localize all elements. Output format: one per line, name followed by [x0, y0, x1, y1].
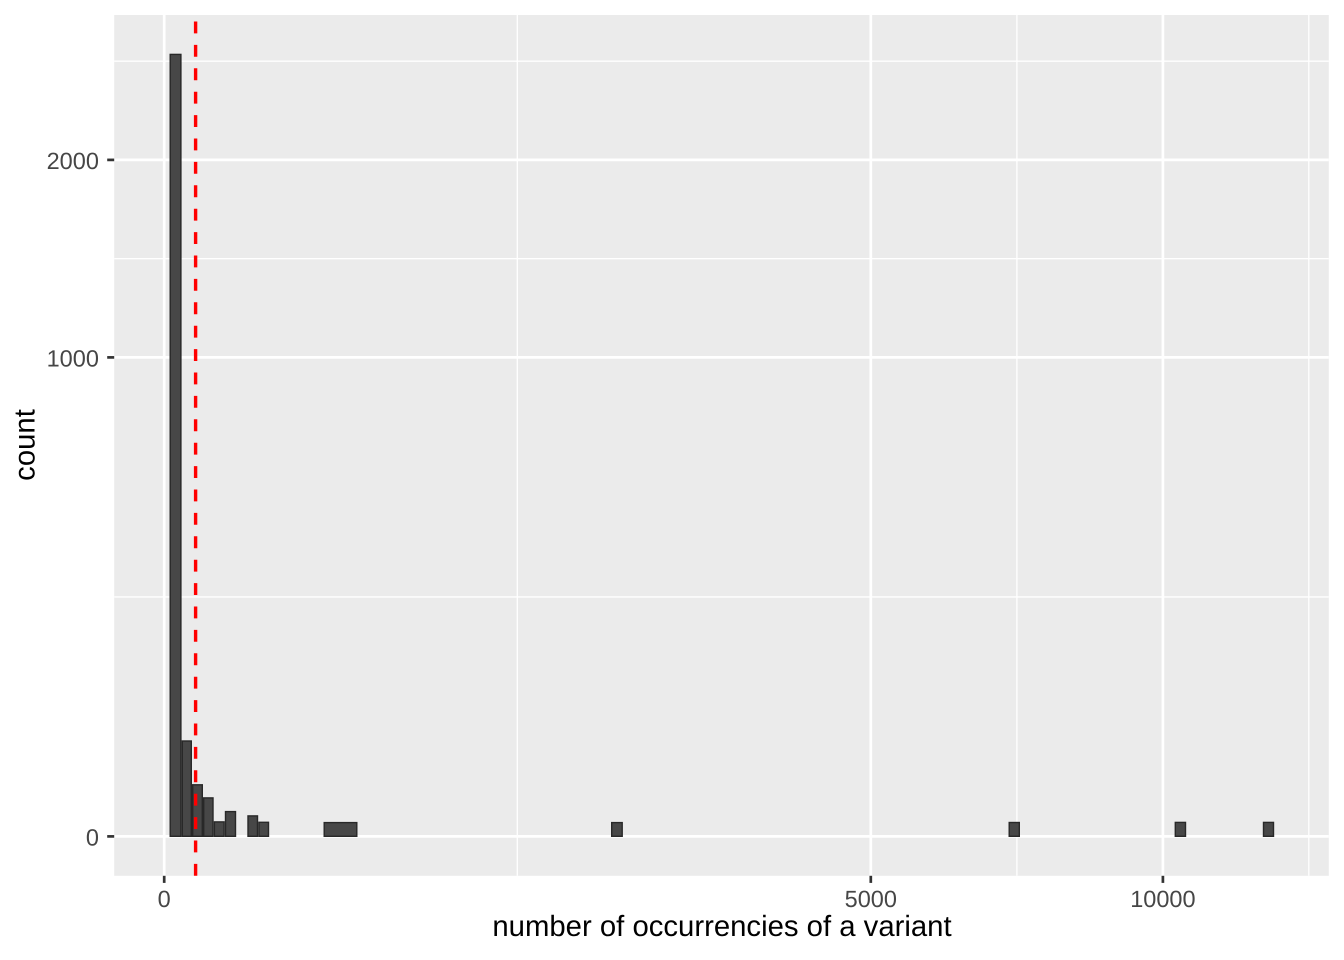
svg-text:0: 0 — [86, 825, 99, 851]
svg-text:10000: 10000 — [1130, 886, 1195, 912]
svg-text:2000: 2000 — [47, 148, 99, 174]
svg-text:number of occurrencies of a va: number of occurrencies of a variant — [492, 910, 951, 943]
svg-text:1000: 1000 — [47, 346, 99, 372]
svg-text:0: 0 — [158, 886, 171, 912]
svg-text:5000: 5000 — [845, 886, 897, 912]
svg-text:count: count — [9, 409, 42, 481]
